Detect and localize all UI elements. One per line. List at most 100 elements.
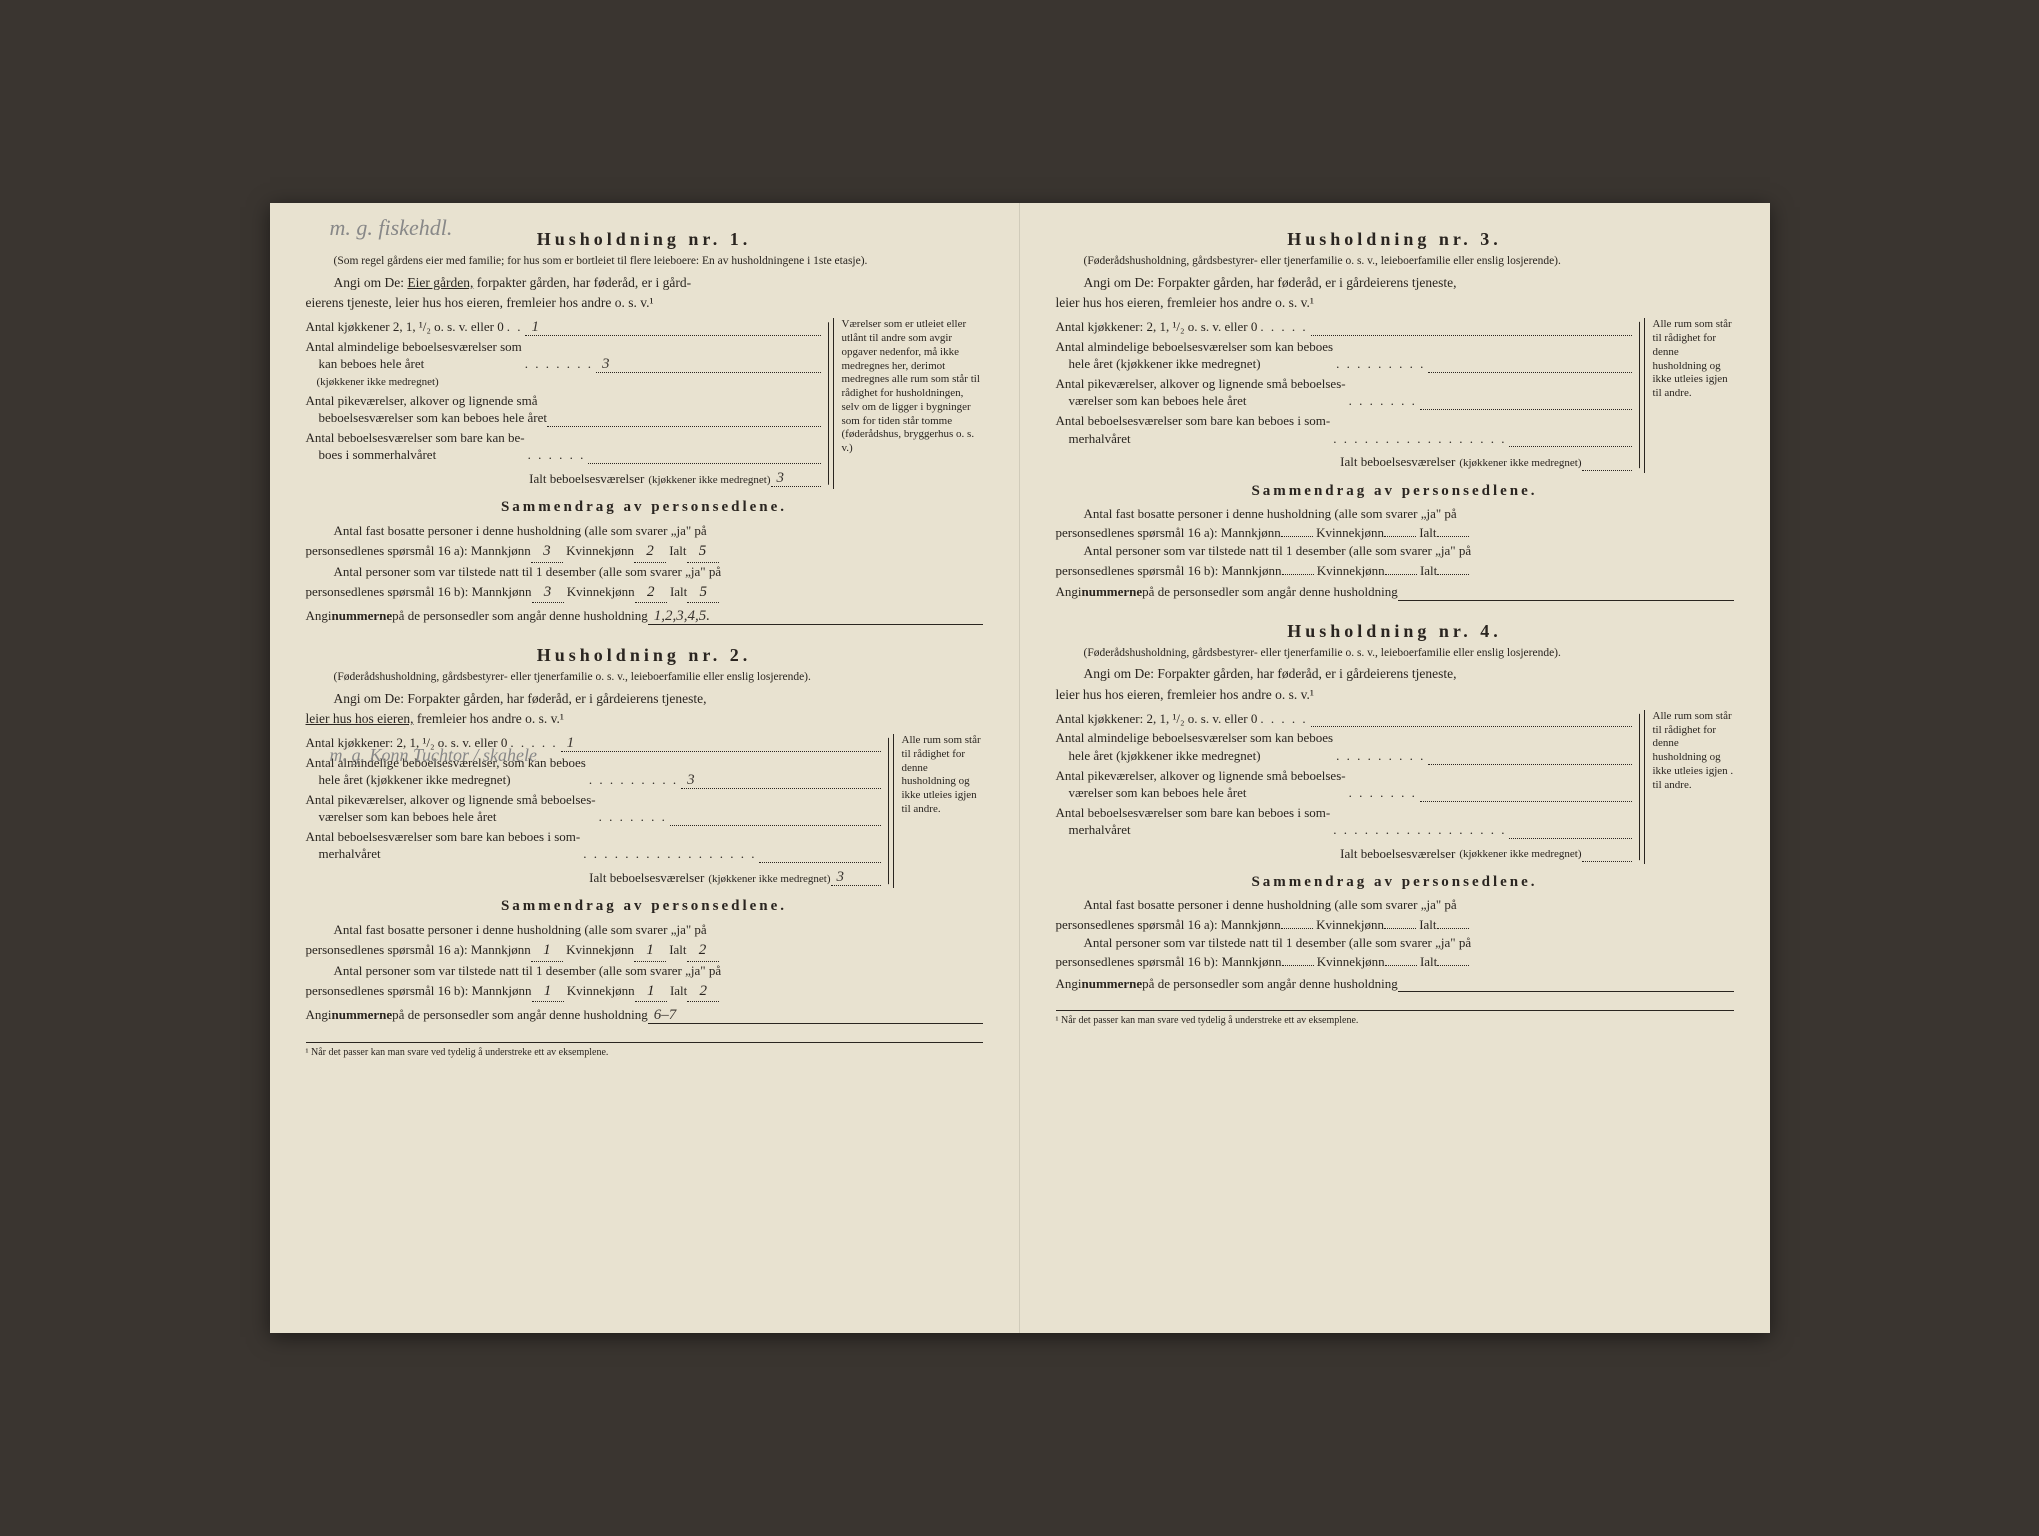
row-label: Antal pikeværelser, alkover og lignende … (306, 791, 596, 826)
ialt-label: Ialt (670, 584, 687, 599)
kvinne-a-value (1384, 928, 1416, 929)
row-dots: . . . . . . . . . (1333, 747, 1428, 765)
nummer-value (1398, 600, 1734, 601)
row-dots: . . . . . . . . . (586, 771, 681, 789)
right-page: Husholdning nr. 3. (Føderådshusholdning,… (1020, 203, 1770, 1333)
row-label: Antal almindelige beboelsesværelser som … (1056, 338, 1334, 373)
row-label: Antal pikeværelser, alkover og lignende … (1056, 375, 1346, 410)
row-dots: . . . . . . . (596, 808, 670, 826)
samm-a: Antal fast bosatte personer i denne hush… (1056, 505, 1734, 523)
mann-label: Mannkjønn (1222, 563, 1282, 578)
row-label: Antal kjøkkener: 2, 1, ¹/₂ o. s. v. elle… (1056, 710, 1258, 728)
row-value (1311, 335, 1632, 336)
row-dots: . . . . . (1257, 710, 1310, 728)
hh1-angi-cont: eierens tjeneste, leier hus hos eieren, … (306, 294, 983, 312)
kvinne-label: Kvinnekjønn (567, 983, 635, 998)
ialt-label: Ialt (1419, 525, 1436, 540)
mann-a-value: 3 (531, 541, 563, 562)
samm-b-line2: personsedlenes spørsmål 16 b): Mannkjønn… (1056, 953, 1734, 971)
row-dots: . . . . . . . (522, 355, 596, 373)
samm-b: Antal personer som var tilstede natt til… (306, 563, 983, 581)
mann-a-value (1281, 536, 1313, 537)
hh2-subtitle: (Føderådshusholdning, gårdsbestyrer- ell… (306, 670, 983, 686)
hh4-subtitle: (Føderådshusholdning, gårdsbestyrer- ell… (1056, 646, 1734, 662)
row-dots: . . (504, 318, 526, 336)
row: Antal beboelsesværelser som bare kan be-… (306, 429, 821, 464)
hh3-subtitle: (Føderådshusholdning, gårdsbestyrer- ell… (1056, 254, 1734, 270)
ialt-value (1582, 861, 1632, 862)
nummer-rest: på de personsedler som angår denne husho… (392, 1006, 648, 1024)
hh1-side-note: Værelser som er utleiet eller utlånt til… (833, 318, 983, 489)
nummer-pre: Angi (1056, 975, 1082, 993)
row-value (1509, 838, 1631, 839)
row-value (588, 463, 820, 464)
row-value: 3 (596, 357, 820, 373)
kvinne-label: Kvinnekjønn (567, 584, 635, 599)
ialt-b-value (1437, 574, 1469, 575)
samm-a-prefix: personsedlenes spørsmål 16 a): (306, 942, 468, 957)
mann-b-value: 1 (532, 981, 564, 1002)
samm-b-line2: personsedlenes spørsmål 16 b): Mannkjønn… (306, 981, 983, 1002)
row: Antal kjøkkener 2, 1, ¹/₂ o. s. v. eller… (306, 318, 821, 336)
hh4-rows: Antal kjøkkener: 2, 1, ¹/₂ o. s. v. elle… (1056, 710, 1632, 864)
nummer-pre: Angi (1056, 583, 1082, 601)
mann-a-value (1281, 928, 1313, 929)
samm-b-prefix: personsedlenes spørsmål 16 b): (1056, 954, 1219, 969)
row: Antal pikeværelser, alkover og lignende … (306, 791, 881, 826)
samm-a-prefix: personsedlenes spørsmål 16 a): (306, 543, 468, 558)
kvinne-label: Kvinnekjønn (1316, 525, 1384, 540)
mann-b-value (1282, 965, 1314, 966)
samm-b: Antal personer som var tilstede natt til… (306, 962, 983, 980)
row-dots: . . . . . . (525, 446, 589, 464)
samm-b: Antal personer som var tilstede natt til… (1056, 934, 1734, 952)
row-label: Antal beboelsesværelser som bare kan beb… (1056, 412, 1331, 447)
ialt-label: Ialt (1419, 917, 1436, 932)
row-label: Antal beboelsesværelser som bare kan beb… (1056, 804, 1331, 839)
hh1-rows-block: Antal kjøkkener 2, 1, ¹/₂ o. s. v. eller… (306, 318, 983, 489)
row-value (670, 825, 881, 826)
samm-b-line2: personsedlenes spørsmål 16 b): Mannkjønn… (306, 582, 983, 603)
row: Antal pikeværelser, alkover og lignende … (1056, 767, 1632, 802)
samm-a-prefix: personsedlenes spørsmål 16 a): (1056, 525, 1218, 540)
row: Antal pikeværelser, alkover og lignende … (1056, 375, 1632, 410)
mann-label: Mannkjønn (471, 942, 531, 957)
household-2: Husholdning nr. 2. (Føderådshusholdning,… (306, 643, 983, 1024)
ialt-sub: (kjøkkener ikke medregnet) (648, 473, 770, 488)
kvinne-b-value: 2 (635, 582, 667, 603)
nummer-pre: Angi (306, 607, 332, 625)
left-page: m. g. fiskehdl. Husholdning nr. 1. (Som … (270, 203, 1020, 1333)
row-label: Antal pikeværelser, alkover og lignende … (306, 392, 548, 427)
row: Antal almindelige beboelsesværelser som … (1056, 729, 1632, 764)
kvinne-label: Kvinnekjønn (1317, 563, 1385, 578)
hh2-side-note: Alle rum som står til rådighet for denne… (893, 734, 983, 888)
handwritten-note-top: m. g. fiskehdl. (330, 213, 453, 243)
row-value (1509, 446, 1631, 447)
row-dots: . . . . . (1257, 318, 1310, 336)
nummer-pre: Angi (306, 1006, 332, 1024)
nummer-bold: nummerne (1082, 583, 1143, 601)
angi-underlined: Eier gården, (407, 275, 473, 290)
hh3-angi-cont: leier hus hos eieren, fremleier hos andr… (1056, 294, 1734, 312)
nummer-value (1398, 991, 1734, 992)
ialt-label: Ialt beboelsesværelser (529, 470, 648, 488)
hh1-angi: Angi om De: Eier gården, forpakter gårde… (306, 274, 983, 292)
samm-a-line2: personsedlenes spørsmål 16 a): Mannkjønn… (1056, 524, 1734, 542)
ialt-sub: (kjøkkener ikke medregnet) (708, 872, 830, 887)
ialt-a-value: 5 (687, 541, 719, 562)
mann-label: Mannkjønn (1221, 917, 1281, 932)
ialt-sub: (kjøkkener ikke medregnet) (1459, 456, 1581, 471)
nummer-rest: på de personsedler som angår denne husho… (392, 607, 648, 625)
row-dots: . . . . . . . . . (1333, 355, 1428, 373)
footnote-right: ¹ Når det passer kan man svare ved tydel… (1056, 1010, 1734, 1028)
nummer-line: Angi nummerne på de personsedler som ang… (306, 607, 983, 625)
hh2-samm-title: Sammendrag av personsedlene. (306, 896, 983, 916)
samm-a: Antal fast bosatte personer i denne hush… (1056, 896, 1734, 914)
kvinne-a-value: 1 (634, 940, 666, 961)
ialt-b-value: 2 (687, 981, 719, 1002)
row: Antal almindelige beboelsesværelser som … (1056, 338, 1632, 373)
hh3-side-note: Alle rum som står til rådighet for denne… (1644, 318, 1734, 472)
handwritten-note-mid: m. g. Konn Tuchtor / skahele (330, 743, 538, 767)
ialt-value (1582, 470, 1632, 471)
row-value (759, 862, 880, 863)
nummer-value: 6–7 (648, 1008, 983, 1024)
